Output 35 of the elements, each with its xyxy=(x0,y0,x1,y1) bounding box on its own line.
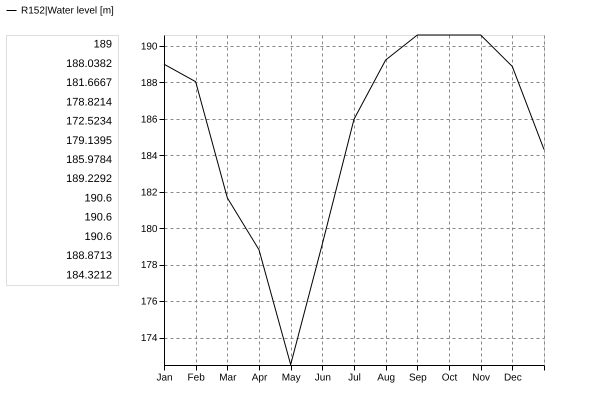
text: 178.8214 xyxy=(66,96,112,108)
y-tick-label: 190 xyxy=(140,41,158,52)
text: 185.9784 xyxy=(66,154,112,166)
x-tick-label: Oct xyxy=(442,372,458,384)
x-tick-label: Jan xyxy=(156,372,173,384)
y-tick-label: 176 xyxy=(140,296,158,308)
y-tick-label: 188 xyxy=(140,78,158,89)
x-tick-label: Jul xyxy=(348,372,361,384)
x-tick-label: Dec xyxy=(504,372,522,384)
y-tick-label: 182 xyxy=(140,187,158,198)
y-tick-label: 180 xyxy=(140,224,158,235)
y-tick-label: 184 xyxy=(140,150,158,162)
x-tick-label: Sep xyxy=(408,372,428,384)
text: 181.6667 xyxy=(66,77,112,90)
y-tick-label: 178 xyxy=(140,260,158,272)
x-tick-label: Mar xyxy=(219,372,238,384)
text: 189.2292 xyxy=(66,173,112,186)
text: 189 xyxy=(94,38,112,51)
text: 184.3212 xyxy=(66,269,112,282)
x-tick-label: Nov xyxy=(472,372,490,384)
x-tick-label: Jun xyxy=(314,372,331,384)
y-tick-label: 174 xyxy=(140,333,158,344)
legend-label: R152|Water level [m] xyxy=(21,6,114,16)
text: 179.1395 xyxy=(66,134,112,147)
x-tick-label: May xyxy=(282,372,301,384)
text: 188.0382 xyxy=(66,58,112,70)
text: 190.6 xyxy=(84,212,112,224)
text: 172.5234 xyxy=(66,116,112,128)
text: 190.6 xyxy=(84,192,112,204)
y-tick-label: 186 xyxy=(140,114,158,126)
x-tick-label: Feb xyxy=(188,372,206,384)
text: 188.8713 xyxy=(66,250,112,262)
text: 190.6 xyxy=(84,230,112,243)
x-tick-label: Aug xyxy=(377,372,396,384)
x-tick-label: Apr xyxy=(252,372,268,384)
